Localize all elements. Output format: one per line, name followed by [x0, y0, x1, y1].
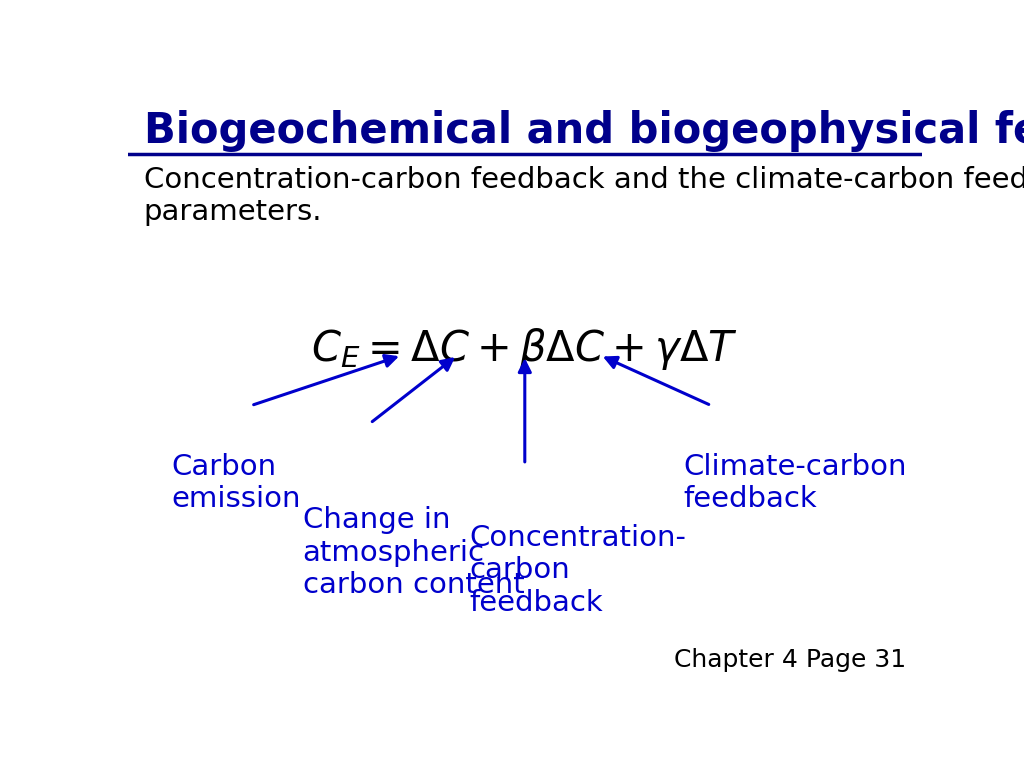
Text: Change in
atmospheric
carbon content: Change in atmospheric carbon content: [303, 506, 524, 599]
Text: $C_E = \Delta C + \beta\Delta C + \gamma\Delta T$: $C_E = \Delta C + \beta\Delta C + \gamma…: [311, 326, 738, 372]
Text: Climate-carbon
feedback: Climate-carbon feedback: [684, 453, 907, 513]
Text: Concentration-
carbon
feedback: Concentration- carbon feedback: [469, 524, 686, 617]
Text: Chapter 4 Page 31: Chapter 4 Page 31: [674, 647, 905, 672]
Text: Biogeochemical and biogeophysical feedbacks: Biogeochemical and biogeophysical feedba…: [143, 110, 1024, 152]
Text: Concentration-carbon feedback and the climate-carbon feedback
parameters.: Concentration-carbon feedback and the cl…: [143, 166, 1024, 227]
Text: Carbon
emission: Carbon emission: [172, 453, 301, 513]
